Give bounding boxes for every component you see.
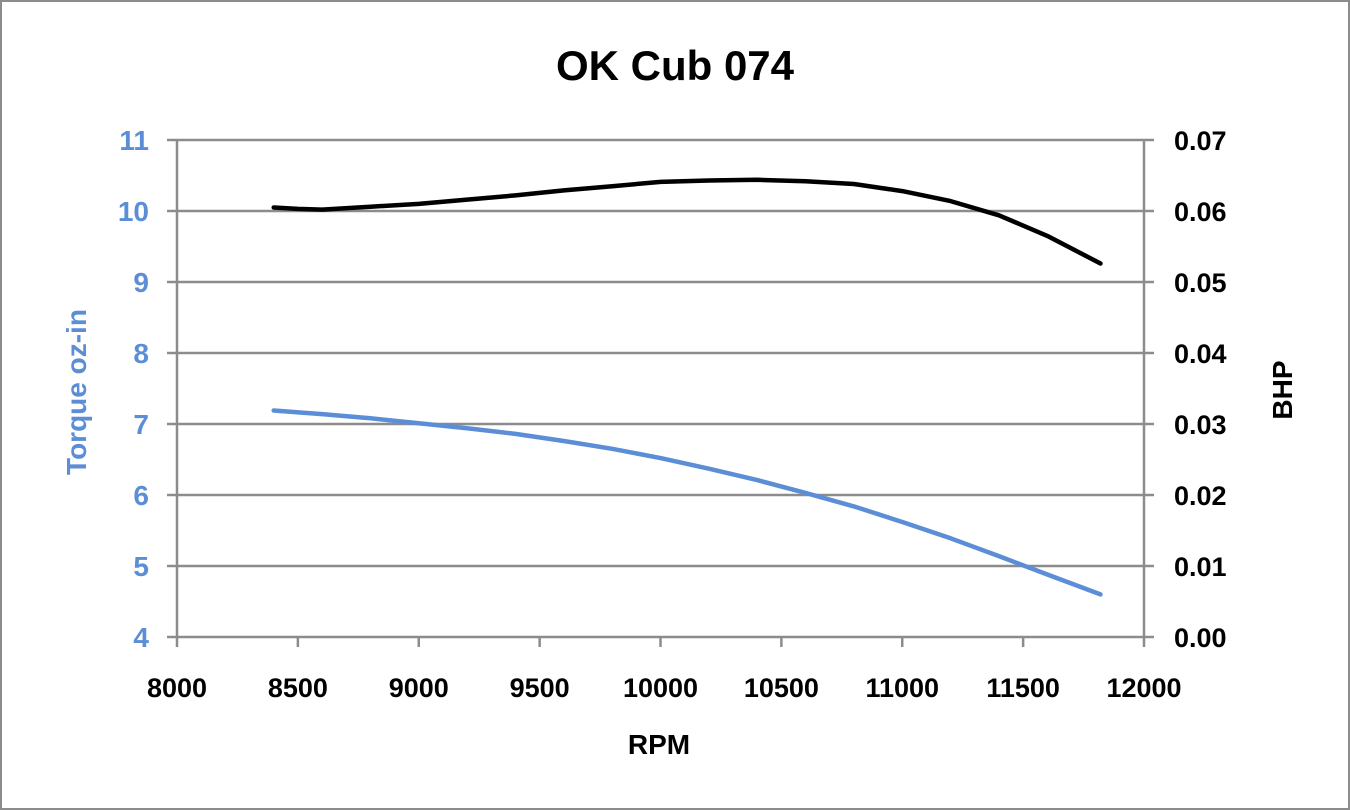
chart-title: OK Cub 074	[556, 42, 795, 89]
x-axis-title: RPM	[628, 729, 690, 760]
torque-series-line	[271, 408, 1103, 597]
tick-labels: 4 5 6 7 8 9 10 11 0.00 0.01 0.02 0.03 0.04 0.05 0.06 0.…	[118, 125, 1227, 703]
y-left-tick-label: 8	[133, 338, 149, 369]
axes	[167, 138, 1154, 647]
y-right-tick-label: 0.03	[1174, 410, 1227, 440]
y-right-tick-label: 0.04	[1174, 339, 1227, 369]
y-right-tick-label: 0.01	[1174, 552, 1227, 582]
y-left-tick-label: 7	[133, 409, 149, 440]
x-tick-label: 9000	[389, 673, 449, 703]
y-left-tick-label: 4	[133, 622, 149, 653]
y-left-tick-label: 9	[133, 267, 149, 298]
y-left-tick-label: 6	[133, 480, 149, 511]
y-right-tick-label: 0.02	[1174, 481, 1227, 511]
x-tick-label: 8000	[147, 673, 207, 703]
y-right-tick-label: 0.05	[1174, 268, 1227, 298]
series-lines	[271, 177, 1103, 597]
bhp-series-line	[271, 177, 1103, 266]
x-tick-label: 11500	[986, 673, 1060, 703]
y-right-tick-label: 0.06	[1174, 197, 1227, 227]
x-tick-label: 11000	[865, 673, 939, 703]
y-left-tick-label: 5	[133, 551, 149, 582]
x-tick-label: 8500	[268, 673, 328, 703]
y-axis-left-title: Torque oz-in	[61, 309, 92, 475]
y-left-tick-label: 11	[119, 125, 149, 156]
x-tick-label: 9500	[510, 673, 570, 703]
gridlines	[177, 138, 1144, 639]
x-tick-label: 10500	[744, 673, 819, 703]
y-right-tick-label: 0.07	[1174, 126, 1227, 156]
x-tick-label: 10000	[623, 673, 698, 703]
y-axis-right-title: BHP	[1267, 360, 1298, 419]
y-left-tick-label: 10	[118, 196, 149, 227]
x-tick-label: 12000	[1106, 673, 1181, 703]
y-right-tick-label: 0.00	[1174, 623, 1227, 653]
